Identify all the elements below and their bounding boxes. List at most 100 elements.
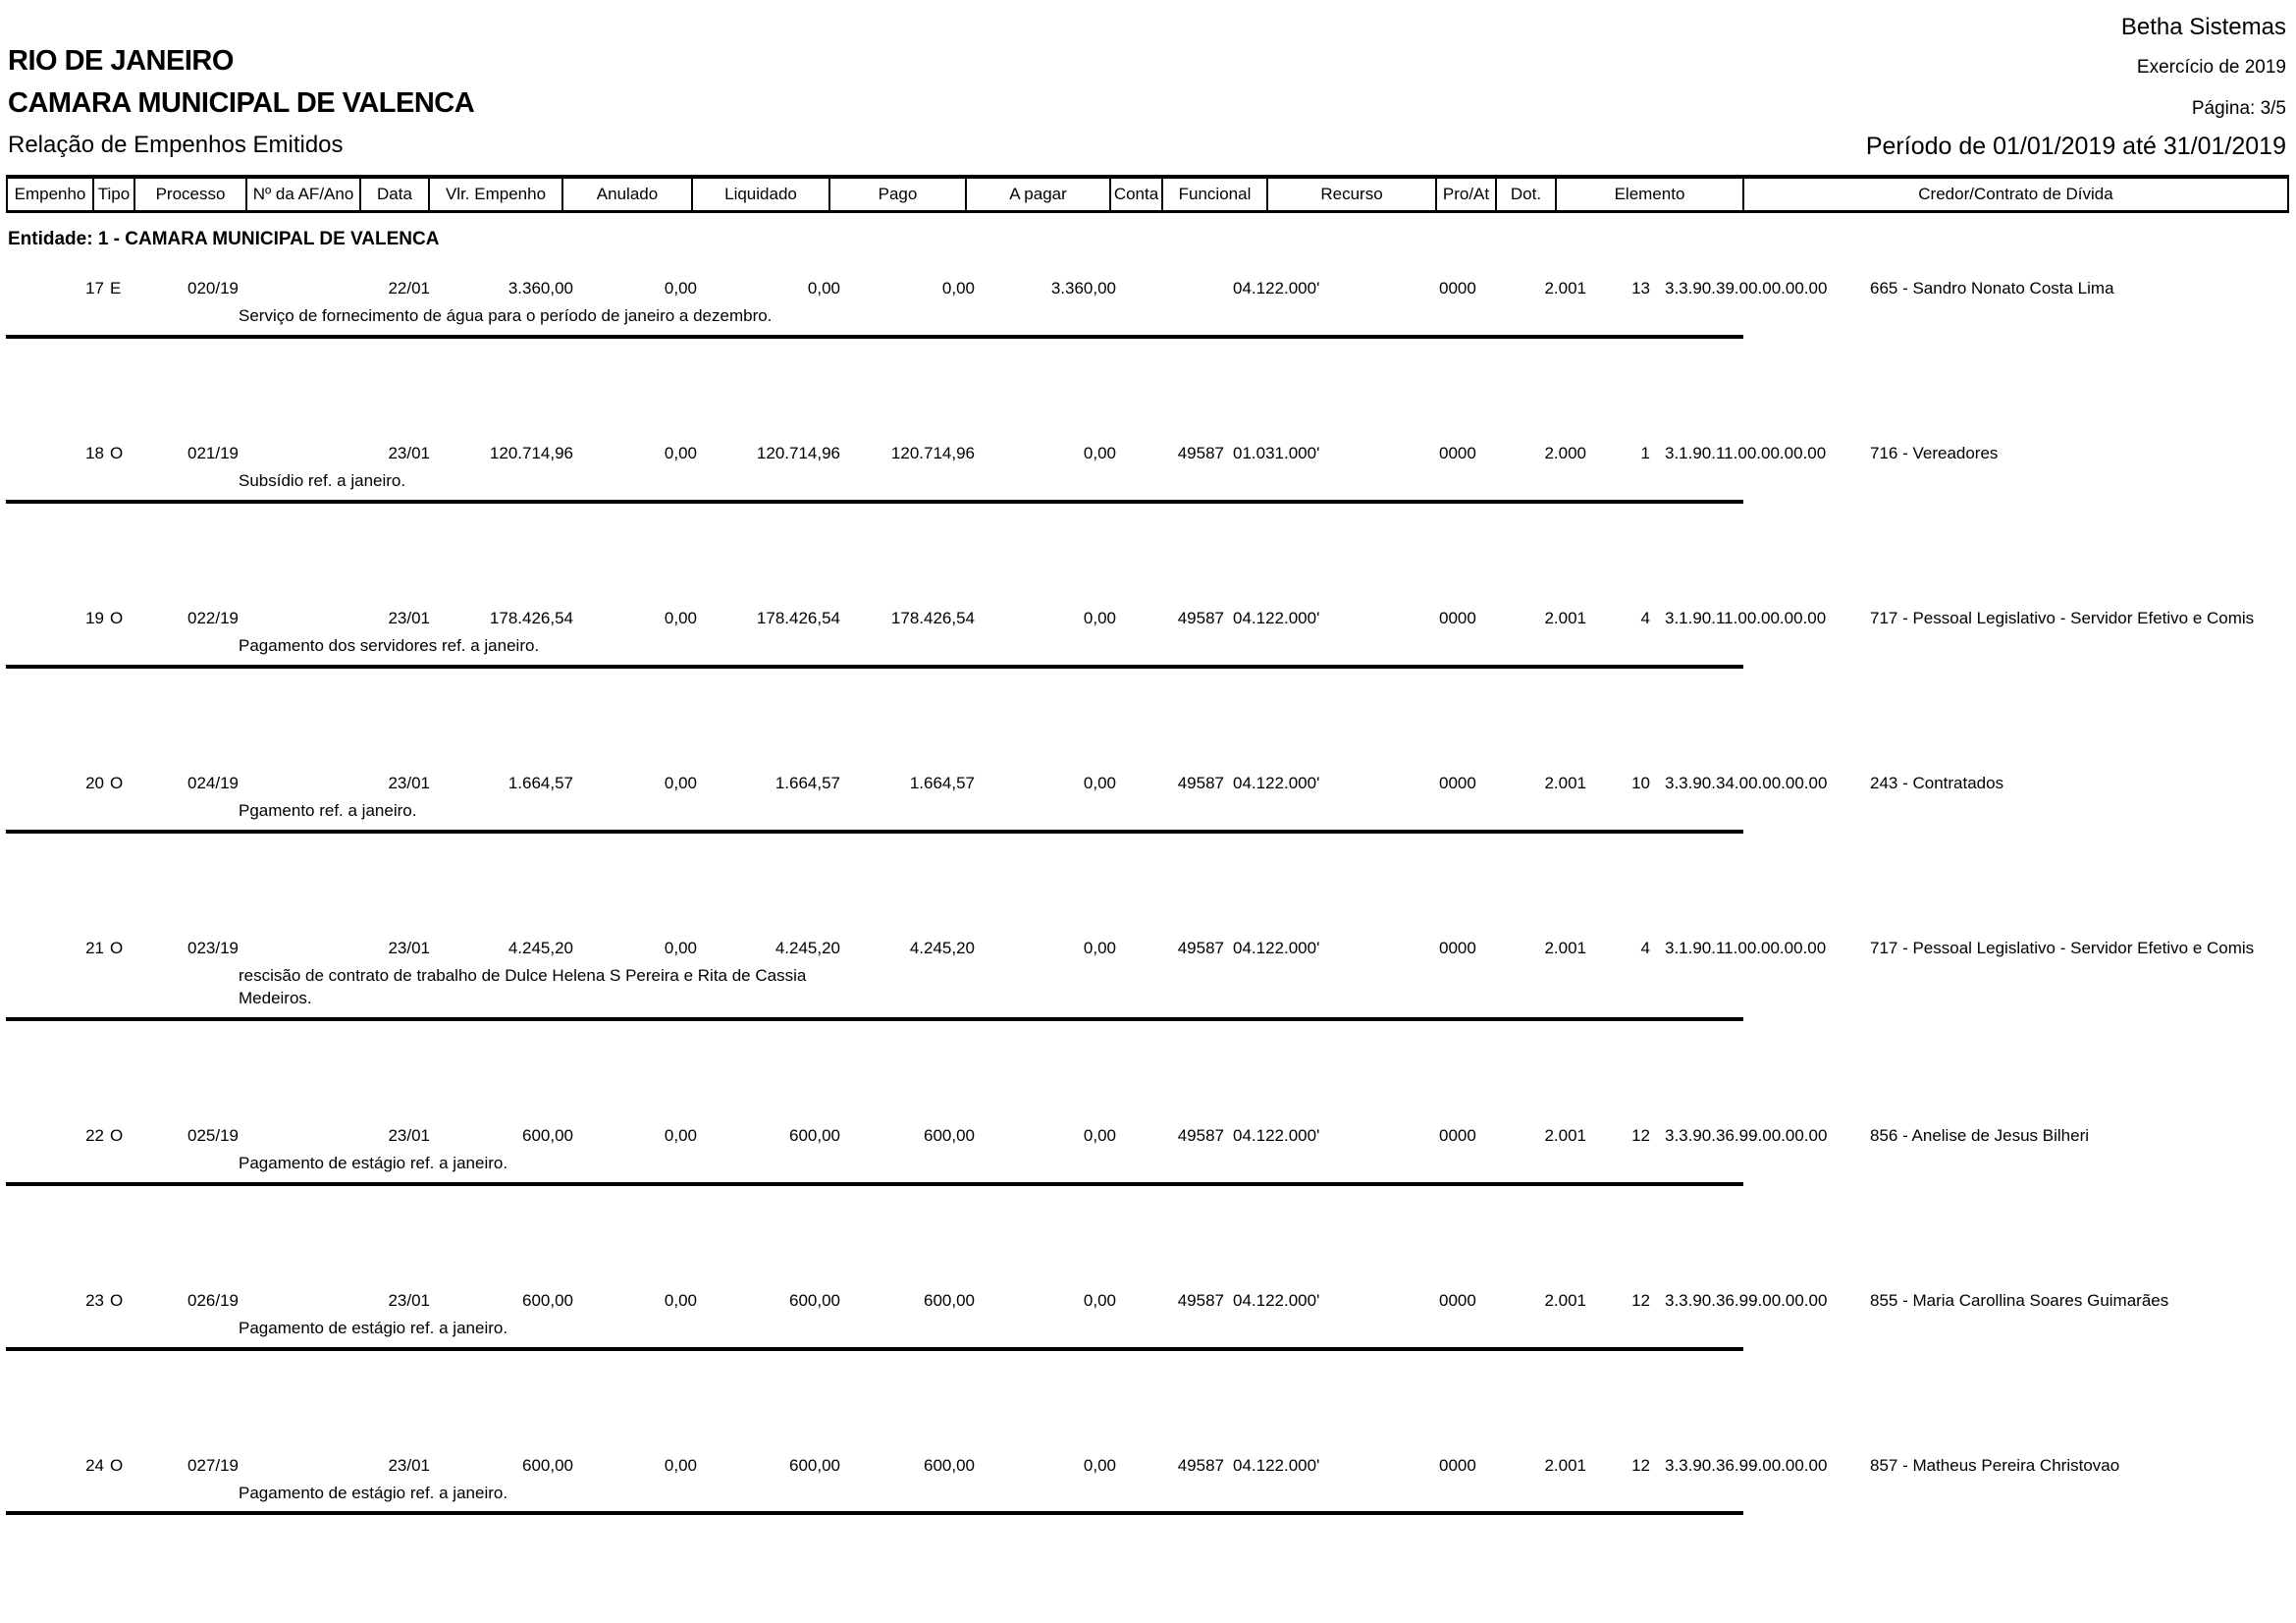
cell-elemento: 3.3.90.36.99.00.00.00 bbox=[1665, 1125, 1828, 1145]
table-row: 22 O 025/19 23/01 600,00 0,00 600,00 600… bbox=[6, 1119, 2289, 1146]
cell-conta: 49587 bbox=[1177, 1455, 1224, 1475]
cell-conta: 49587 bbox=[1177, 938, 1224, 957]
row-description: Pagamento de estágio ref. a janeiro. bbox=[239, 1318, 508, 1337]
cell-recurso: 0000 bbox=[1439, 773, 1476, 792]
cell-recurso: 0000 bbox=[1439, 938, 1476, 957]
cell-pago: 600,00 bbox=[924, 1455, 975, 1475]
row-separator bbox=[6, 499, 1743, 504]
row-description-line: Pagamento de estágio ref. a janeiro. bbox=[6, 1146, 2289, 1179]
cell-elemento: 3.3.90.36.99.00.00.00 bbox=[1665, 1455, 1828, 1475]
column-header-processo: Processo bbox=[133, 177, 247, 212]
cell-empenho: 21 bbox=[85, 938, 104, 957]
table-row: 24 O 027/19 23/01 600,00 0,00 600,00 600… bbox=[6, 1449, 2289, 1476]
row-description-line: rescisão de contrato de trabalho de Dulc… bbox=[6, 958, 2289, 1014]
cell-a-pagar: 3.360,00 bbox=[1050, 279, 1116, 298]
table-row: 19 O 022/19 23/01 178.426,54 0,00 178.42… bbox=[6, 602, 2289, 628]
cell-anulado: 0,00 bbox=[664, 279, 697, 298]
cell-vlr-empenho: 4.245,20 bbox=[507, 938, 573, 957]
cell-liquidado: 1.664,57 bbox=[774, 773, 840, 792]
column-header-conta: Conta bbox=[1109, 177, 1163, 212]
state-name: RIO DE JANEIRO bbox=[8, 45, 234, 77]
cell-conta bbox=[1117, 272, 1225, 298]
row-description: Pagamento de estágio ref. a janeiro. bbox=[239, 1483, 508, 1502]
cell-a-pagar: 0,00 bbox=[1083, 1125, 1116, 1145]
cell-pago: 0,00 bbox=[941, 279, 975, 298]
column-header-recurso: Recurso bbox=[1266, 177, 1437, 212]
row-description: Subsídio ref. a janeiro. bbox=[239, 470, 406, 490]
cell-pro-at: 2.001 bbox=[1544, 279, 1586, 298]
column-header-liquidado: Liquidado bbox=[691, 177, 830, 212]
cell-credor: 717 - Pessoal Legislativo - Servidor Efe… bbox=[1870, 608, 2255, 627]
row-description-line: Pagamento de estágio ref. a janeiro. bbox=[6, 1311, 2289, 1344]
cell-empenho: 19 bbox=[85, 608, 104, 627]
cell-pago: 4.245,20 bbox=[909, 938, 975, 957]
cell-credor: 716 - Vereadores bbox=[1870, 443, 1999, 462]
column-header-elemento: Elemento bbox=[1555, 177, 1744, 212]
row-spacer bbox=[6, 1021, 2289, 1119]
row-description: Pagamento de estágio ref. a janeiro. bbox=[239, 1153, 508, 1172]
cell-data: 23/01 bbox=[388, 1290, 430, 1310]
cell-vlr-empenho: 600,00 bbox=[522, 1455, 573, 1475]
table-row: 20 O 024/19 23/01 1.664,57 0,00 1.664,57… bbox=[6, 767, 2289, 793]
table-row: 23 O 026/19 23/01 600,00 0,00 600,00 600… bbox=[6, 1284, 2289, 1311]
cell-empenho: 24 bbox=[85, 1455, 104, 1475]
cell-liquidado: 4.245,20 bbox=[774, 938, 840, 957]
cell-tipo: O bbox=[110, 938, 124, 957]
row-separator bbox=[6, 829, 1743, 834]
cell-liquidado: 600,00 bbox=[789, 1125, 840, 1145]
column-header-data: Data bbox=[359, 177, 430, 212]
cell-processo: 026/19 bbox=[187, 1290, 239, 1310]
cell-dot: 12 bbox=[1631, 1455, 1650, 1475]
cell-pro-at: 2.001 bbox=[1544, 1290, 1586, 1310]
cell-tipo: E bbox=[110, 279, 122, 298]
cell-dot: 12 bbox=[1631, 1125, 1650, 1145]
cell-pago: 120.714,96 bbox=[890, 443, 975, 462]
cell-anulado: 0,00 bbox=[664, 938, 697, 957]
cell-empenho: 20 bbox=[85, 773, 104, 792]
column-header-dot: Dot. bbox=[1495, 177, 1557, 212]
cell-liquidado: 178.426,54 bbox=[756, 608, 840, 627]
cell-elemento: 3.1.90.11.00.00.00.00 bbox=[1665, 938, 1827, 957]
column-header-anulado: Anulado bbox=[561, 177, 693, 212]
report-title: Relação de Empenhos Emitidos bbox=[8, 132, 344, 158]
vendor-name: Betha Sistemas bbox=[2120, 14, 2286, 40]
cell-pro-at: 2.001 bbox=[1544, 773, 1586, 792]
cell-a-pagar: 0,00 bbox=[1083, 1455, 1116, 1475]
cell-funcional: 04.122.000' bbox=[1233, 279, 1320, 298]
column-header-vlr-empenho: Vlr. Empenho bbox=[428, 177, 563, 212]
cell-a-pagar: 0,00 bbox=[1083, 938, 1116, 957]
cell-data: 23/01 bbox=[388, 608, 430, 627]
cell-anulado: 0,00 bbox=[664, 773, 697, 792]
cell-processo: 020/19 bbox=[187, 279, 239, 298]
page-number: Página: 3/5 bbox=[2191, 98, 2286, 119]
column-header-af-ano: Nº da AF/Ano bbox=[245, 177, 361, 212]
cell-data: 23/01 bbox=[388, 1455, 430, 1475]
column-header-empenho: Empenho bbox=[6, 177, 94, 212]
cell-pago: 600,00 bbox=[924, 1125, 975, 1145]
cell-vlr-empenho: 1.664,57 bbox=[507, 773, 573, 792]
cell-processo: 021/19 bbox=[187, 443, 239, 462]
row-separator bbox=[6, 334, 1743, 339]
entity-line: Entidade: 1 - CAMARA MUNICIPAL DE VALENC… bbox=[8, 229, 440, 249]
cell-anulado: 0,00 bbox=[664, 1125, 697, 1145]
exercise-label: Exercício de 2019 bbox=[2136, 57, 2286, 78]
cell-funcional: 01.031.000' bbox=[1233, 443, 1320, 462]
cell-funcional: 04.122.000' bbox=[1233, 1455, 1320, 1475]
cell-af-ano bbox=[241, 1449, 357, 1476]
row-description-line: Pagamento dos servidores ref. a janeiro. bbox=[6, 628, 2289, 662]
cell-liquidado: 600,00 bbox=[789, 1455, 840, 1475]
cell-dot: 13 bbox=[1631, 279, 1650, 298]
table-row: 17 E 020/19 22/01 3.360,00 0,00 0,00 0,0… bbox=[6, 272, 2289, 298]
cell-af-ano bbox=[241, 1119, 357, 1146]
cell-recurso: 0000 bbox=[1439, 1125, 1476, 1145]
column-header-row: Empenho Tipo Processo Nº da AF/Ano Data … bbox=[6, 175, 2289, 213]
cell-data: 23/01 bbox=[388, 1125, 430, 1145]
cell-dot: 12 bbox=[1631, 1290, 1650, 1310]
header-right: Betha Sistemas Exercício de 2019 Página:… bbox=[1866, 14, 2286, 161]
page-header: RIO DE JANEIRO CAMARA MUNICIPAL DE VALEN… bbox=[0, 0, 2296, 161]
cell-funcional: 04.122.000' bbox=[1233, 1290, 1320, 1310]
cell-liquidado: 600,00 bbox=[789, 1290, 840, 1310]
cell-recurso: 0000 bbox=[1439, 279, 1476, 298]
cell-processo: 027/19 bbox=[187, 1455, 239, 1475]
cell-credor: 855 - Maria Carollina Soares Guimarães bbox=[1870, 1290, 2169, 1310]
